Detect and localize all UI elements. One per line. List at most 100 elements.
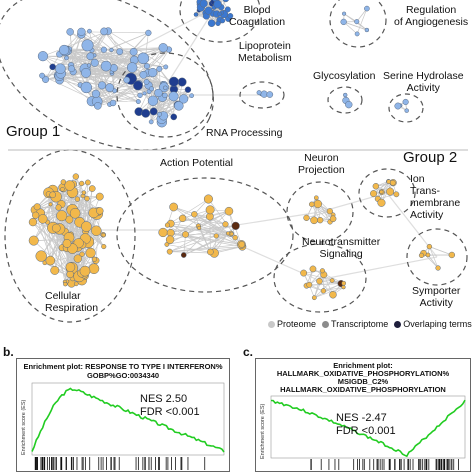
network-node	[341, 280, 347, 286]
network-edge	[183, 234, 186, 256]
network-edge	[323, 286, 344, 292]
network-node	[109, 47, 114, 53]
panel-b-chart	[31, 382, 225, 470]
network-node	[229, 231, 234, 237]
network-node	[123, 76, 131, 84]
network-edge	[429, 246, 452, 256]
panel-c-title-line4: HALLMARK_OXIDATIVE_PHOSPHORYLATION	[280, 385, 446, 394]
network-node	[313, 199, 323, 209]
network-node	[308, 201, 315, 208]
network-node	[148, 119, 154, 125]
network-node	[425, 252, 431, 258]
network-node	[232, 234, 238, 241]
network-node	[225, 231, 231, 236]
network-edge	[169, 251, 215, 254]
network-node	[147, 95, 159, 106]
network-node	[135, 99, 141, 105]
network-node	[370, 190, 378, 198]
network-edge	[167, 224, 215, 254]
network-node	[418, 252, 425, 259]
network-node	[311, 295, 317, 301]
network-node	[266, 91, 274, 98]
network-edge	[32, 221, 71, 275]
network-node	[109, 99, 117, 107]
network-node	[404, 108, 409, 113]
network-edge	[356, 8, 368, 35]
legend-proteome-label: Proteome	[277, 319, 317, 329]
network-node	[137, 52, 150, 65]
network-node	[163, 64, 169, 70]
network-link	[104, 7, 216, 66]
network-edge	[183, 233, 232, 256]
network-node	[51, 223, 61, 233]
network-node	[238, 241, 246, 248]
network-node	[300, 269, 308, 277]
network-node	[354, 19, 360, 25]
network-node	[310, 216, 318, 225]
network-node	[174, 101, 184, 111]
panel-c-nes: NES -2.47	[336, 412, 387, 424]
network-node	[137, 92, 143, 99]
network-node	[126, 62, 138, 73]
network-node	[79, 265, 91, 277]
network-node	[196, 225, 202, 231]
network-node	[149, 107, 158, 116]
network-node	[48, 202, 53, 207]
network-node	[320, 288, 327, 294]
network-node	[49, 63, 56, 71]
network-node	[165, 235, 175, 244]
network-node	[101, 244, 107, 250]
network-node	[81, 39, 94, 52]
cluster-boundary-group1-main	[0, 0, 214, 151]
network-node	[97, 81, 106, 90]
network-node	[168, 91, 179, 102]
network-node	[162, 92, 168, 99]
network-node	[317, 217, 324, 224]
legend-proteome: Proteome	[268, 319, 316, 329]
network-edge	[66, 50, 166, 68]
cluster-label-neurotransmitter-signaling: Neurotransmitter Signaling	[302, 236, 381, 260]
network-node	[79, 251, 85, 257]
network-node	[72, 173, 80, 180]
network-node	[86, 52, 95, 61]
legend-transcriptome: Transcriptome	[322, 319, 388, 329]
network-node	[60, 179, 67, 185]
network-edge	[319, 280, 342, 284]
network-edge	[216, 235, 242, 245]
cluster-boundary-neurotransmitter	[273, 243, 367, 313]
network-node	[169, 202, 179, 212]
network-node	[66, 28, 74, 36]
network-edge	[170, 216, 210, 224]
network-node	[213, 233, 219, 239]
network-node	[217, 11, 222, 17]
network-node	[154, 88, 163, 98]
network-node	[166, 228, 175, 237]
network-node	[156, 65, 163, 72]
network-node	[166, 248, 173, 255]
network-node	[180, 252, 187, 258]
network-node	[448, 251, 456, 259]
panel-b-enrichment-curve	[31, 387, 225, 453]
panel-b-title-line1: Enrichment plot: RESPONSE TO TYPE I INTE…	[23, 362, 223, 371]
network-node	[329, 278, 335, 283]
cluster-label-blood-coagulation: Blood Coagulation	[229, 4, 286, 28]
panel-c-letter: c.	[243, 345, 254, 359]
network-node	[326, 208, 333, 215]
network-edge	[182, 218, 226, 225]
network-node	[364, 27, 370, 33]
panel-c-fdr: FDR <0.001	[336, 425, 396, 437]
network-node	[62, 239, 72, 248]
panel-b-axes	[31, 382, 225, 456]
network-edge	[41, 75, 98, 102]
network-node	[84, 179, 91, 186]
network-node	[364, 5, 370, 12]
network-node	[435, 265, 441, 271]
network-edge	[90, 47, 164, 57]
network-edge	[81, 31, 149, 34]
network-edge	[309, 270, 323, 286]
network-node	[345, 100, 353, 109]
network-node	[379, 189, 384, 195]
network-node	[81, 221, 92, 232]
cluster-label-lipoprotein-metabolism: Lipoprotein Metabolism	[238, 40, 292, 64]
network-node	[426, 243, 433, 250]
